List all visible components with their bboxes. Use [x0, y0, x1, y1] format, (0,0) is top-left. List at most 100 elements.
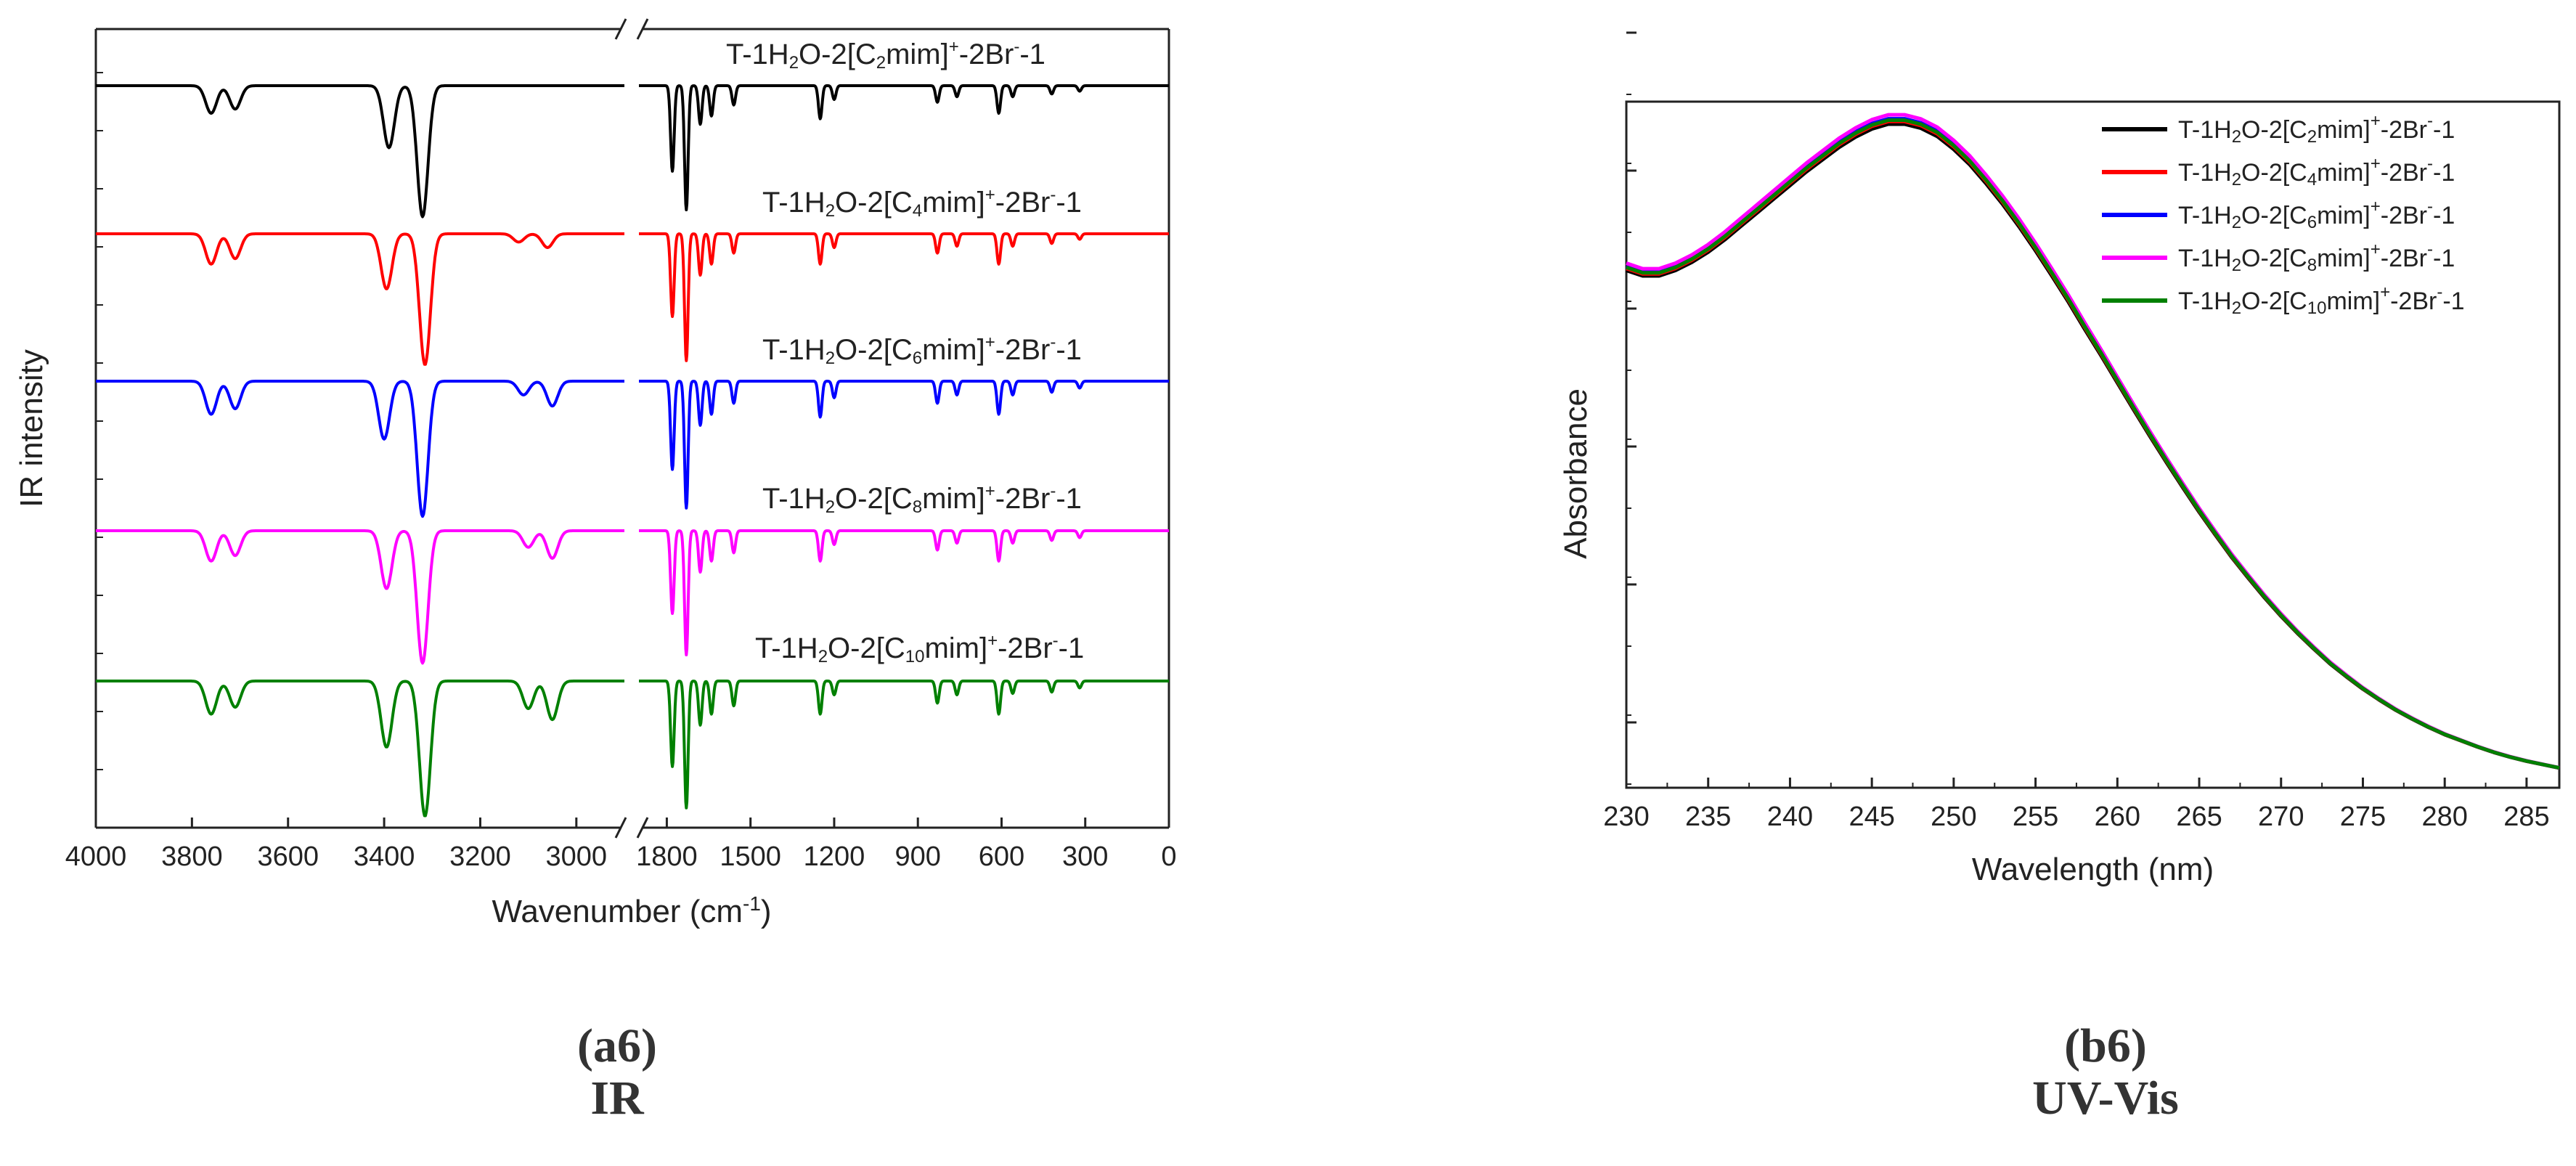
uv-legend-label-c4-part: O-2[C: [2241, 159, 2307, 187]
ir-series-label-c6-part: -1: [1056, 334, 1082, 366]
uv-y-axis-title: Absorbance: [1558, 388, 1594, 559]
ir-series-label-c10: T-1H2O-2[C10mim]+-2Br--1: [755, 631, 1084, 666]
uv-legend-label-c4-part: +: [2371, 154, 2381, 174]
ir-series-label-c10-part: -1: [1059, 632, 1085, 664]
ir-series-label-c10-part: +: [987, 631, 998, 651]
uv-legend-label-c4-part: 2: [2232, 170, 2241, 189]
uv-legend-label-c8-part: -1: [2433, 245, 2455, 272]
ir-x-tick-label: 3000: [546, 841, 608, 872]
uv-legend-label-c2-part: 2: [2307, 127, 2317, 147]
uv-legend-label-c8: T-1H2O-2[C8mim]+-2Br--1: [2178, 240, 2455, 275]
uv-legend-label-c10-part: -1: [2442, 288, 2464, 315]
ir-spectrum-c2-right: [637, 84, 1170, 211]
uv-legend-label-c2-part: mim]: [2317, 116, 2371, 144]
uv-spectrum-c10: [1626, 118, 2560, 770]
ir-x-tick-label: 1800: [636, 841, 698, 872]
ir-spectrum-c8-left: [95, 529, 625, 665]
ir-series-label-c4-part: T-1H: [762, 187, 826, 219]
uv-x-tick-label: 250: [1931, 802, 1976, 832]
ir-series-label-c4-part: mim]: [922, 187, 985, 219]
uv-x-tick-label: 245: [1849, 802, 1894, 832]
ir-series-label-c8-part: +: [985, 481, 995, 501]
ir-series-label-c6-part: 2: [826, 348, 835, 368]
ir-x-tick-label: 1200: [804, 841, 865, 872]
ir-series-label-c8-part: -: [1050, 481, 1056, 501]
uv-legend-label-c6: T-1H2O-2[C6mim]+-2Br--1: [2178, 197, 2455, 232]
ir-series-label-c8-part: mim]: [922, 483, 985, 515]
ir-spectrum-c2-left: [95, 84, 625, 219]
ir-x-axis-title-main: Wavenumber (cm: [492, 894, 743, 929]
ir-axis-break-top: [636, 18, 649, 40]
uv-legend-label-c8-part: T-1H: [2178, 245, 2232, 272]
ir-x-tick-label: 3800: [161, 841, 223, 872]
uv-legend-label-c8-part: -2Br: [2381, 245, 2427, 272]
uv-legend-label-c10-part: -: [2437, 282, 2442, 302]
ir-series-label-c10-part: O-2[C: [828, 632, 905, 664]
uv-legend-label-c10-part: O-2[C: [2241, 288, 2307, 315]
ir-series-label-c2-part: 2: [789, 53, 799, 73]
ir-series-label-c8-part: -1: [1056, 483, 1082, 515]
uv-legend-label-c2-part: O-2[C: [2241, 116, 2307, 144]
uv-legend-label-c2-part: -1: [2433, 116, 2455, 144]
uv-x-tick-label: 270: [2258, 802, 2304, 832]
ir-x-axis-title: Wavenumber (cm-1): [492, 892, 771, 929]
uv-legend-label-c4-part: -2Br: [2381, 159, 2427, 187]
uv-legend-label-c2-part: -2Br: [2381, 116, 2427, 144]
uv-x-tick-label: 265: [2176, 802, 2222, 832]
ir-series-label-c4-part: +: [985, 185, 995, 205]
ir-series-label-c6-part: T-1H: [762, 334, 826, 366]
uv-legend-label-c6-part: 6: [2307, 213, 2317, 232]
ir-series-label-c10-part: -: [1053, 631, 1059, 651]
ir-y-axis-title: IR intensity: [14, 349, 49, 507]
uv-legend-label-c4-part: -1: [2433, 159, 2455, 187]
uv-legend-label-c2-part: -: [2427, 111, 2433, 131]
ir-series-label-c10-part: -2Br: [998, 632, 1053, 664]
ir-caption: (a6) IR: [363, 1020, 871, 1125]
uv-x-tick-label: 235: [1685, 802, 1731, 832]
ir-series-label-c8-part: 2: [826, 497, 835, 517]
ir-spectrum-c10-right: [637, 680, 1170, 810]
ir-series-label-c6-part: O-2[C: [835, 334, 913, 366]
ir-series-label-c2-part: -: [1014, 37, 1019, 57]
ir-spectrum-c4-left: [95, 232, 625, 366]
ir-series-label-c2: T-1H2O-2[C2mim]+-2Br--1: [726, 37, 1046, 73]
ir-series-label-c8-part: O-2[C: [835, 483, 913, 515]
ir-caption-label: a6: [593, 1019, 641, 1072]
uv-legend-label-c10-part: 2: [2232, 298, 2241, 318]
uv-legend-label-c8-part: +: [2371, 240, 2381, 259]
ir-x-tick-label: 300: [1062, 841, 1108, 872]
uv-legend-label-c6-part: mim]: [2317, 202, 2371, 229]
ir-series-label-c8-part: T-1H: [762, 483, 826, 515]
ir-series-label-c6-part: +: [985, 333, 995, 352]
uv-legend-label-c6-part: -: [2427, 197, 2433, 216]
uv-x-tick-label: 240: [1767, 802, 1813, 832]
uv-legend-label-c6-part: +: [2371, 197, 2381, 216]
ir-series-label-c4-part: 4: [913, 201, 922, 221]
ir-series-label-c2-part: -1: [1019, 38, 1046, 70]
ir-series-label-c10-part: 2: [818, 647, 828, 666]
ir-series-label-c2-part: 2: [876, 53, 886, 73]
ir-x-axis-title-end: ): [761, 894, 772, 929]
uv-legend-label-c4: T-1H2O-2[C4mim]+-2Br--1: [2178, 154, 2455, 189]
ir-x-tick-label: 0: [1161, 841, 1176, 872]
ir-spectrum-c6-right: [637, 380, 1170, 510]
uv-legend-label-c4-part: 4: [2307, 170, 2317, 189]
ir-x-tick-label: 3200: [449, 841, 511, 872]
ir-series-label-c4-part: 2: [826, 201, 835, 221]
uv-legend-label-c4-part: mim]: [2317, 159, 2371, 187]
ir-series-label-c4-part: -1: [1056, 187, 1082, 219]
uv-caption: (b6) UV-Vis: [1851, 1020, 2360, 1125]
uv-x-tick-label: 285: [2503, 802, 2549, 832]
uv-legend-label-c2-part: T-1H: [2178, 116, 2232, 144]
uv-legend-label-c10-part: 10: [2307, 298, 2327, 318]
ir-series-label-c6-part: mim]: [922, 334, 985, 366]
ir-series-label-c4-part: -2Br: [995, 187, 1051, 219]
uv-legend-label-c2-part: +: [2371, 111, 2381, 131]
ir-series-label-c2-part: O-2[C: [799, 38, 876, 70]
uv-legend-label-c4-part: T-1H: [2178, 159, 2232, 187]
uv-legend-label-c2-part: 2: [2232, 127, 2241, 147]
ir-series-label-c2-part: mim]: [886, 38, 949, 70]
uv-legend-label-c8-part: O-2[C: [2241, 245, 2307, 272]
ir-series-label-c4-part: -: [1050, 185, 1056, 205]
uv-legend-label-c8-part: 2: [2232, 256, 2241, 275]
